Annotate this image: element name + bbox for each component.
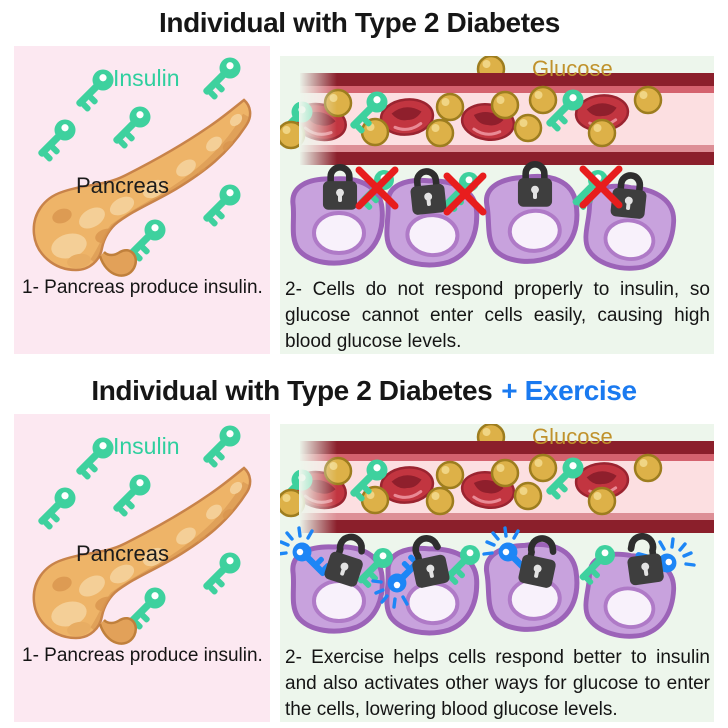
glucose-label: Glucose — [532, 424, 613, 449]
pancreas-caption: 1- Pancreas produce insulin. — [22, 277, 263, 298]
glucose-label: Glucose — [532, 56, 613, 81]
pancreas-label: Pancreas — [76, 173, 169, 198]
title-text: Individual with Type 2 Diabetes — [159, 7, 560, 38]
pancreas-label: Pancreas — [76, 541, 169, 566]
closed-lock-icon — [323, 167, 357, 209]
title-accent-text: + Exercise — [501, 375, 637, 406]
closed-lock-icon — [409, 170, 447, 216]
cells-caption: 2- Exercise helps cells respond better t… — [285, 647, 710, 721]
closed-lock-icon — [518, 164, 552, 206]
pancreas-panel-2: Insulin Pancreas 1- Pancreas produce ins… — [14, 414, 270, 722]
pancreas-panel-1: Insulin Pancreas 1- Pancreas produce ins… — [14, 46, 270, 354]
insulin-label: Insulin — [113, 433, 180, 459]
cells-panel-2: Glucose 2- Exercise helps cells respond … — [280, 424, 714, 722]
blood-vessel-illustration — [280, 71, 714, 167]
title-text: Individual with Type 2 Diabetes — [91, 375, 493, 406]
section2-title: Individual with Type 2 Diabetes + Exercis… — [0, 375, 728, 407]
cells-panel-1: Glucose 2- Cells do not respond properly… — [280, 56, 714, 354]
pancreas-illustration — [14, 46, 270, 354]
cells-caption: 2- Cells do not respond properly to insu… — [285, 279, 710, 353]
pancreas-caption: 1- Pancreas produce insulin. — [22, 645, 263, 666]
closed-lock-icon — [610, 174, 648, 220]
blood-vessel-illustration — [280, 439, 714, 535]
insulin-label: Insulin — [113, 65, 180, 91]
section1-title: Individual with Type 2 Diabetes — [0, 7, 728, 39]
pancreas-illustration — [14, 414, 270, 722]
